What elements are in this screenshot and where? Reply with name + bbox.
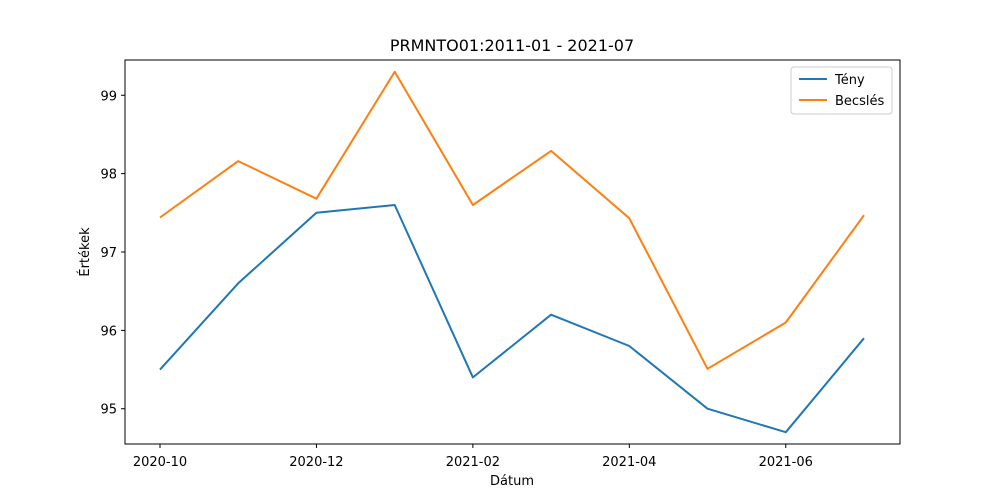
y-tick-label: 98 bbox=[100, 168, 117, 183]
x-tick-label: 2021-06 bbox=[759, 455, 813, 470]
chart-title: PRMNTO01:2011-01 - 2021-07 bbox=[390, 36, 634, 55]
y-tick-label: 97 bbox=[100, 246, 117, 261]
y-tick-label: 99 bbox=[100, 89, 117, 104]
series-line-1 bbox=[159, 204, 865, 434]
x-axis: 2020-10 2020-12 2021-02 2021-04 2021-06 bbox=[133, 444, 813, 470]
legend-label: Tény bbox=[834, 73, 865, 88]
y-tick-label: 96 bbox=[100, 324, 117, 339]
y-axis-title: Értékek bbox=[77, 227, 93, 277]
plot-area bbox=[159, 70, 865, 434]
x-tick-label: 2020-10 bbox=[133, 455, 187, 470]
x-tick-label: 2020-12 bbox=[289, 455, 343, 470]
y-tick-label: 95 bbox=[100, 403, 117, 418]
legend-label: Becslés bbox=[835, 94, 884, 109]
x-tick-label: 2021-04 bbox=[602, 455, 656, 470]
x-axis-title: Dátum bbox=[490, 474, 534, 489]
y-axis: 95 96 97 98 99 bbox=[100, 89, 125, 418]
legend: Tény Becslés bbox=[790, 66, 893, 115]
series-line-2 bbox=[159, 70, 865, 370]
x-tick-label: 2021-02 bbox=[446, 455, 500, 470]
